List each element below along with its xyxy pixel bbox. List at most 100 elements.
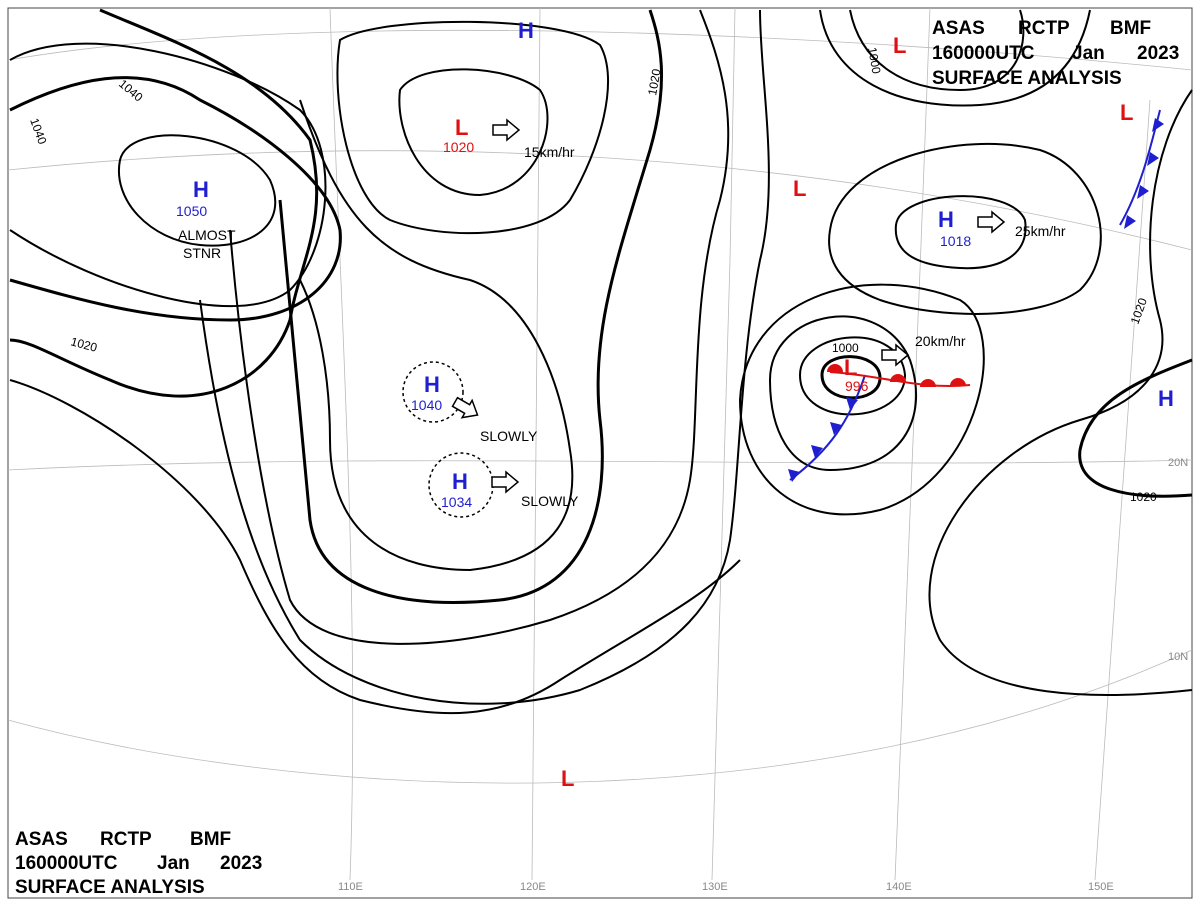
cold-front-triangle: [788, 469, 800, 482]
cold-front: [789, 374, 866, 481]
latitude-label: 20N: [1168, 457, 1188, 469]
latitude-label: 10N: [1168, 651, 1188, 663]
month: Jan: [157, 853, 190, 874]
pressure: 996: [845, 378, 869, 394]
cold-front-triangle: [1124, 215, 1136, 229]
isobar: [928, 89, 1193, 696]
station: RCTP: [100, 829, 152, 850]
time: 160000UTC: [932, 43, 1035, 64]
warm-front-semicircle: [827, 364, 843, 372]
cold-front-triangle: [811, 445, 823, 458]
graticule-line: [711, 7, 736, 881]
year: 2023: [1137, 43, 1179, 64]
cold-front-triangle: [830, 422, 842, 435]
isobar: [9, 76, 342, 322]
high-symbol: H: [193, 177, 209, 202]
office: BMF: [190, 829, 231, 850]
isobars: [9, 8, 1193, 715]
graticule: [7, 7, 1193, 881]
isobar: [798, 336, 907, 416]
product: SURFACE ANALYSIS: [932, 68, 1122, 89]
isobar: [1078, 358, 1193, 498]
cold-front-triangle: [1152, 118, 1164, 132]
warm-front-semicircle: [890, 374, 906, 382]
low-symbol: L: [844, 355, 857, 380]
header-bottom: ASAS RCTP BMF 160000UTC Jan 2023 SURFACE…: [15, 829, 262, 898]
warm-front-semicircle: [920, 379, 936, 387]
isobar-label: 1020: [69, 334, 99, 355]
longitude-label: 130E: [702, 881, 728, 893]
low-symbol: L: [455, 115, 468, 140]
graticule-line: [7, 649, 1193, 784]
agency: ASAS: [15, 829, 68, 850]
station: RCTP: [1018, 18, 1070, 39]
isobar: [768, 315, 918, 472]
low-symbol: L: [793, 176, 806, 201]
movement: SLOWLY: [521, 493, 579, 509]
movement-arrow: [491, 470, 520, 494]
low-symbol: L: [561, 766, 574, 791]
isobar-label: 1020: [645, 67, 663, 96]
pressure: 1018: [940, 233, 971, 249]
isobar: [9, 379, 741, 715]
longitude-label: 120E: [520, 881, 546, 893]
isobar: [199, 9, 770, 705]
high-symbol: H: [1158, 386, 1174, 411]
pressure: 1050: [176, 203, 207, 219]
isobar: [299, 99, 574, 572]
graticule-line: [329, 7, 354, 881]
longitude-label: 140E: [886, 881, 912, 893]
office: BMF: [1110, 18, 1151, 39]
movement-arrow: [881, 343, 910, 367]
cold-front-triangle: [846, 397, 858, 410]
high-symbol: H: [938, 207, 954, 232]
isobar-label: 1000: [865, 46, 883, 75]
high-symbol: H: [424, 372, 440, 397]
low-symbol: L: [893, 33, 906, 58]
movement-arrow: [451, 396, 479, 419]
longitude-label: 110E: [338, 881, 363, 893]
isobar: [828, 143, 1102, 315]
pressure: 1040: [411, 397, 442, 413]
movement: 20km/hr: [915, 333, 966, 349]
movement-arrow: [492, 118, 521, 142]
isobar: [278, 9, 663, 604]
header-top: ASAS RCTP BMF 160000UTC Jan 2023 SURFACE…: [932, 18, 1179, 89]
cold-front-triangle: [1147, 152, 1159, 166]
isobar-label: 1040: [27, 116, 49, 146]
movement: SLOWLY: [480, 428, 538, 444]
agency: ASAS: [932, 18, 985, 39]
longitude-label: 150E: [1088, 881, 1114, 893]
graticule-line: [894, 7, 931, 881]
isobar: [849, 9, 1025, 92]
product: SURFACE ANALYSIS: [15, 877, 205, 898]
high-center-outline: [402, 361, 464, 423]
cold-front-triangle: [1137, 185, 1149, 199]
isobar: [336, 20, 610, 235]
isobar: [9, 42, 327, 308]
high-symbol: H: [452, 469, 468, 494]
isobar: [229, 9, 730, 645]
movement: 15km/hr: [524, 144, 575, 160]
high-symbol: H: [518, 18, 534, 43]
isobar-label: 1000: [832, 341, 859, 355]
pressure: 1034: [441, 494, 472, 510]
movement: ALMOST: [178, 227, 236, 243]
fronts: [788, 109, 1164, 482]
isobar: [738, 283, 985, 516]
low-symbol: L: [1120, 100, 1133, 125]
pressure: 1020: [443, 139, 474, 155]
movement: 25km/hr: [1015, 223, 1066, 239]
isobar-label: 1040: [116, 77, 146, 105]
isobar-label: 1020: [1130, 490, 1157, 504]
movement-arrow: [977, 210, 1006, 234]
month: Jan: [1072, 43, 1105, 64]
graticule-line: [531, 7, 541, 881]
isobar: [9, 8, 319, 398]
graticule-line: [7, 459, 1193, 471]
isobar: [398, 68, 549, 197]
map-frame: [7, 7, 1193, 899]
isobar-label: 1020: [1128, 296, 1150, 326]
isobar: [117, 134, 277, 247]
